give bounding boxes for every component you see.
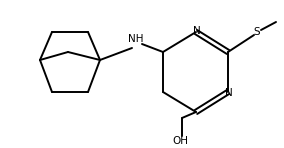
Text: OH: OH: [172, 136, 188, 146]
Text: N: N: [225, 88, 233, 98]
Text: N: N: [193, 26, 201, 36]
Text: S: S: [254, 27, 260, 37]
Text: NH: NH: [128, 34, 144, 44]
